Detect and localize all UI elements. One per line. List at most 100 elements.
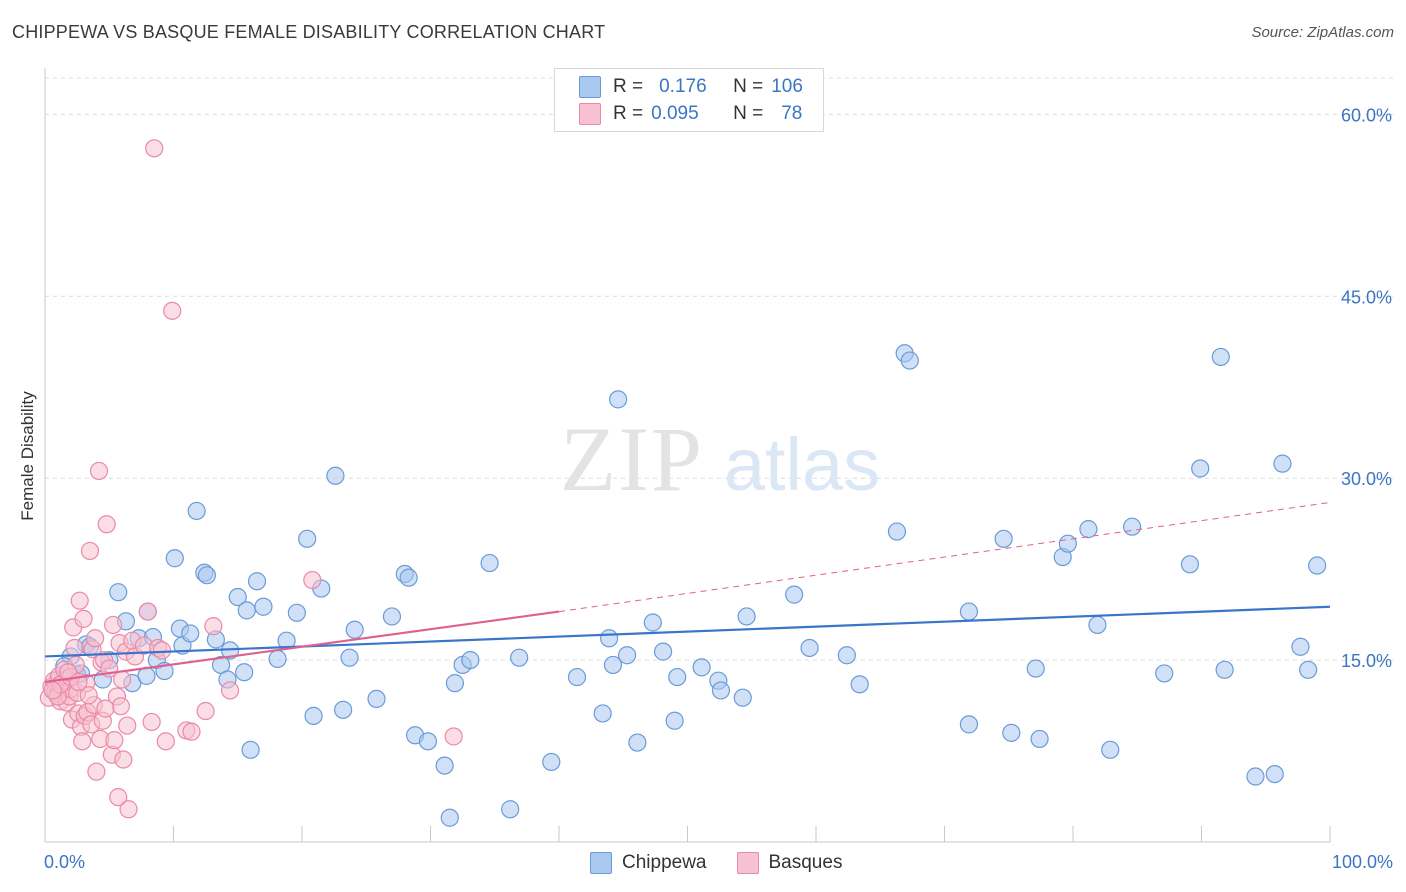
chippewa-point [837, 646, 856, 665]
chippewa-point [1088, 615, 1107, 635]
y-tick-label: 30.0% [1341, 469, 1392, 489]
chippewa-point [345, 620, 364, 639]
bottom-legend-swatch-basques [736, 852, 759, 874]
chippewa-point [367, 689, 386, 709]
bottom-legend-label-chippewa: Chippewa [622, 852, 707, 873]
basques-trend-line [44, 610, 560, 684]
basques-points [39, 139, 463, 819]
chippewa-point [1180, 555, 1200, 574]
basques-point [43, 681, 62, 700]
chippewa-point [440, 808, 459, 827]
chippewa-point [298, 529, 317, 548]
bottom-legend-swatch-chippewa [590, 852, 612, 874]
legend-n-value: 106 [771, 76, 803, 97]
chippewa-point [737, 607, 756, 626]
basques-point [142, 712, 161, 732]
bottom-legend-basques: Basques [736, 852, 843, 874]
basques-point [152, 641, 172, 660]
bottom-legend: Chippewa Basques [590, 852, 872, 874]
y-tick-label: 45.0% [1341, 287, 1392, 307]
chippewa-point [994, 529, 1013, 548]
legend-n-value: 78 [781, 103, 803, 124]
chippewa-point [254, 597, 273, 616]
chippewa-point [1211, 347, 1230, 367]
chippewa-point [609, 390, 628, 409]
chippewa-point [887, 522, 907, 541]
chart-title: CHIPPEWA VS BASQUE FEMALE DISABILITY COR… [12, 22, 606, 42]
chippewa-point [1273, 454, 1292, 473]
chippewa-point [334, 700, 353, 719]
legend-r-value: 0.095 [651, 103, 699, 124]
basques-point [204, 617, 223, 636]
basques-point [89, 461, 109, 481]
chippewa-point [326, 466, 345, 485]
legend: R = 0.176 N = 106 R = 0.095 N = 78 [554, 68, 824, 132]
basques-point [80, 541, 100, 561]
chippewa-point [593, 704, 612, 723]
legend-n-label: N = [733, 76, 764, 97]
chippewa-point [399, 568, 418, 587]
chippewa-point [785, 585, 804, 604]
watermark: ZIP atlas [560, 408, 880, 510]
basques-point [87, 762, 106, 781]
chippewa-point [480, 553, 499, 573]
chippewa-point [711, 681, 731, 700]
chippewa-point [304, 706, 323, 725]
chippewa-point [1155, 664, 1174, 683]
x-tick-label-max: 100.0% [1331, 852, 1393, 872]
chippewa-point [1215, 660, 1234, 679]
basques-point [97, 515, 116, 534]
chippewa-point [1265, 764, 1284, 784]
basques-point [196, 701, 215, 721]
chippewa-point [959, 715, 979, 734]
chippewa-trend-line [44, 605, 1331, 658]
basques-point [163, 301, 182, 320]
chippewa-point [235, 663, 254, 682]
basques-point [182, 722, 201, 741]
chippewa-point [603, 655, 623, 675]
basques-point [114, 750, 133, 769]
axes [44, 68, 1331, 843]
basques-point [138, 602, 157, 621]
basques-point [79, 686, 98, 705]
legend-r-label: R = [613, 76, 644, 97]
chippewa-point [1191, 459, 1210, 478]
basques-point [104, 615, 123, 635]
chippewa-point [247, 572, 267, 591]
watermark-zip: ZIP [560, 408, 704, 510]
source-label: Source: ZipAtlas.com [1251, 24, 1394, 41]
chippewa-point [1026, 659, 1045, 678]
legend-swatch-chippewa [579, 76, 601, 98]
basques-point [444, 727, 463, 746]
trend-lines [44, 501, 1331, 684]
basques-trend-extension [558, 501, 1331, 613]
chippewa-point [237, 601, 256, 620]
basques-point [73, 732, 92, 751]
basques-point [112, 670, 132, 689]
chippewa-point [445, 674, 465, 693]
chippewa-point [109, 583, 128, 602]
basques-point [111, 697, 130, 716]
chippewa-point [268, 649, 287, 668]
chippewa-point [643, 613, 662, 632]
basques-point [65, 638, 84, 658]
chippewa-point [665, 711, 684, 730]
basques-point [303, 570, 322, 590]
chippewa-point [1030, 729, 1049, 749]
legend-r-label: R = [613, 103, 644, 124]
bottom-legend-label-basques: Basques [768, 852, 843, 873]
watermark-atlas: atlas [724, 423, 880, 506]
chippewa-point [435, 756, 454, 775]
chippewa-point [382, 607, 402, 626]
chippewa-point [1002, 723, 1021, 742]
chippewa-point [653, 642, 673, 661]
chippewa-point [197, 566, 217, 585]
legend-row-chippewa: R = 0.176 N = 106 [579, 76, 803, 98]
chippewa-point [418, 732, 438, 751]
chippewa-point [628, 733, 647, 752]
chippewa-point [181, 624, 200, 643]
chippewa-point [461, 650, 480, 670]
chippewa-point [187, 501, 206, 521]
chippewa-point [668, 667, 687, 687]
